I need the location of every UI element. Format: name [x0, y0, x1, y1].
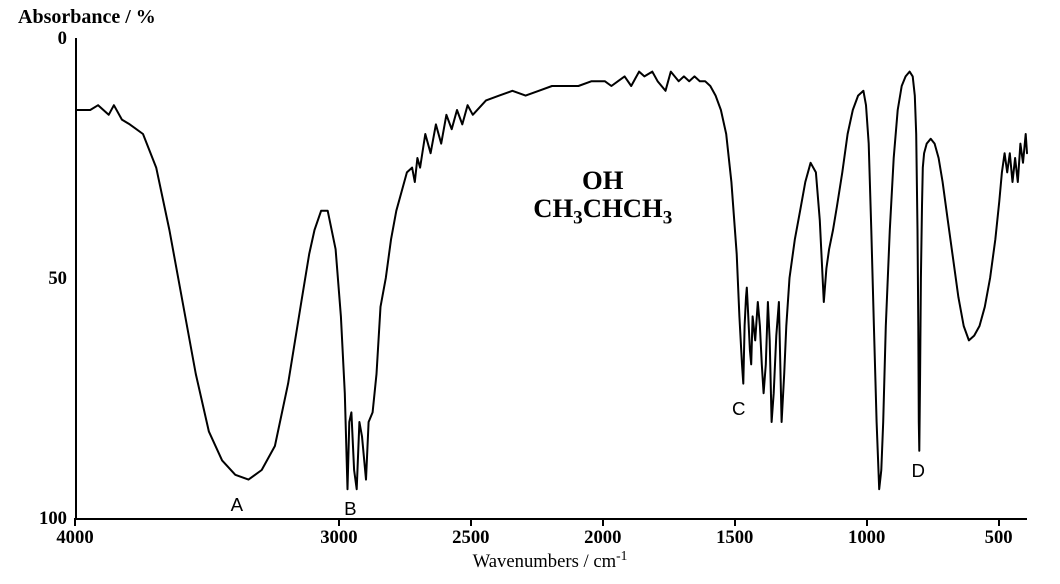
plot-area [75, 38, 1027, 520]
x-tick-mark [866, 518, 868, 526]
molecule-top: OH [513, 166, 693, 194]
x-tick-mark [602, 518, 604, 526]
molecule-bottom: CH3CHCH3 [513, 194, 693, 228]
x-tick-label: 3000 [299, 527, 379, 549]
peak-marker-d: D [911, 460, 924, 482]
x-axis-label: Wavenumbers / cm-1 [410, 548, 690, 573]
x-tick-label: 4000 [35, 527, 115, 549]
x-tick-mark [734, 518, 736, 526]
x-tick-label: 2500 [431, 527, 511, 549]
x-tick-mark [338, 518, 340, 526]
y-tick-label: 50 [10, 268, 67, 290]
y-axis-label: Absorbance / % [18, 6, 156, 29]
y-tick-label: 0 [10, 28, 67, 50]
x-tick-label: 1000 [827, 527, 907, 549]
page: { "chart": { "type": "line", "background… [0, 0, 1060, 584]
molecule-formula: OH CH3CHCH3 [513, 166, 693, 228]
x-tick-mark [998, 518, 1000, 526]
x-tick-mark [74, 518, 76, 526]
x-tick-mark [470, 518, 472, 526]
peak-marker-c: C [732, 398, 745, 420]
peak-marker-a: A [231, 494, 243, 516]
spectrum-line [77, 38, 1027, 518]
x-tick-label: 1500 [695, 527, 775, 549]
peak-marker-b: B [344, 498, 356, 520]
x-tick-label: 2000 [563, 527, 643, 549]
x-tick-label: 500 [959, 527, 1039, 549]
